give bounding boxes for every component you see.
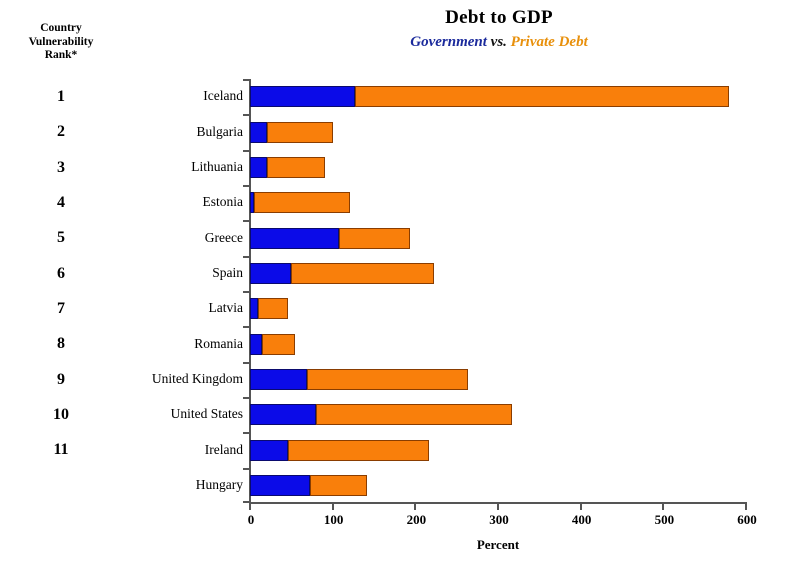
x-axis-tick <box>579 503 582 510</box>
x-axis-tick-label: 0 <box>247 512 255 527</box>
category-label: Iceland <box>203 88 243 104</box>
category-label: Hungary <box>195 476 243 492</box>
bar-segment-private[interactable] <box>291 262 435 284</box>
y-axis-tick <box>243 220 250 222</box>
bar-segment-private[interactable] <box>307 368 469 390</box>
category-label: Lithuania <box>191 158 243 174</box>
category-label: Spain <box>212 264 243 280</box>
page-title: Debt to GDP <box>445 7 553 28</box>
x-axis-tick <box>662 503 665 510</box>
bar-segment-private[interactable] <box>354 86 729 108</box>
y-axis-tick <box>243 256 250 258</box>
bar-segment-government[interactable] <box>250 121 267 143</box>
rank-header-line-2: Vulnerability <box>28 35 94 48</box>
rank-number: 6 <box>57 264 65 282</box>
y-axis-tick <box>243 501 250 503</box>
category-label: Ireland <box>204 441 243 457</box>
category-label-list: Iceland Bulgaria Lithuania Estonia Greece Spa… <box>55 79 243 503</box>
bar-segment-private[interactable] <box>316 404 513 426</box>
bar-segment-private[interactable] <box>258 298 289 320</box>
x-axis-tick-label: 500 <box>654 512 675 527</box>
rank-number: 4 <box>57 194 65 211</box>
y-axis-tick <box>243 326 250 328</box>
x-axis-tick <box>745 503 747 510</box>
category-label: Greece <box>204 229 243 245</box>
rank-number: 5 <box>57 229 65 247</box>
bar-segment-government[interactable] <box>250 474 311 496</box>
legend-government-label: Government <box>410 34 487 50</box>
category-label: United Kingdom <box>151 370 243 386</box>
bar-segment-private[interactable] <box>288 439 429 461</box>
bar-segment-government[interactable] <box>250 439 289 461</box>
bar-segment-government[interactable] <box>250 333 262 355</box>
y-axis-tick <box>243 468 250 470</box>
plot-area: Percent 0 100 200 300 400 500 600 <box>243 79 757 552</box>
x-axis-tick-label: 400 <box>571 512 592 527</box>
bar-segment-government[interactable] <box>250 156 268 178</box>
rank-number: 9 <box>57 370 65 388</box>
y-axis-tick <box>243 432 250 434</box>
bar-segment-government[interactable] <box>250 368 308 390</box>
bar-segment-government[interactable] <box>250 298 259 320</box>
x-axis-title: Percent <box>476 537 520 552</box>
y-axis-tick <box>243 150 250 152</box>
rank-header-line-3: Rank* <box>44 49 78 61</box>
y-axis-tick <box>243 114 250 116</box>
y-axis-tick <box>243 397 250 399</box>
rank-number: 2 <box>57 123 65 141</box>
legend-vs-label: vs. <box>490 34 507 50</box>
bar-segment-government[interactable] <box>250 262 292 284</box>
category-label: Estonia <box>202 194 244 210</box>
chart-subtitle: Government vs. Private Debt <box>250 32 748 52</box>
bar-segment-private[interactable] <box>261 333 296 355</box>
title-block: Debt to GDP Government vs. Private Debt <box>250 6 748 52</box>
y-axis-tick <box>243 79 250 81</box>
legend-private-label: Private Debt <box>510 34 588 50</box>
y-axis-line <box>249 79 251 503</box>
rank-axis-header: Country Vulnerability Rank* <box>6 22 116 63</box>
category-label: Latvia <box>208 300 243 316</box>
rank-number: 7 <box>57 300 65 317</box>
x-axis-tick-label: 100 <box>323 512 344 527</box>
bar-segment-government[interactable] <box>250 192 255 214</box>
x-axis-tick-label: 200 <box>406 512 427 527</box>
bar-segment-private[interactable] <box>310 474 368 496</box>
bar-segment-government[interactable] <box>250 86 355 108</box>
bar-segment-private[interactable] <box>254 192 351 214</box>
y-axis-tick <box>243 291 250 293</box>
category-label: Romania <box>194 335 243 351</box>
bar-segment-government[interactable] <box>250 227 340 249</box>
x-axis-tick-label: 300 <box>489 512 509 527</box>
bar-segment-government[interactable] <box>250 404 317 426</box>
rank-number: 8 <box>57 335 65 353</box>
x-axis-tick <box>331 503 334 510</box>
y-axis-tick <box>243 185 250 187</box>
bar-segment-private[interactable] <box>266 121 333 143</box>
rank-number: 11 <box>53 441 69 459</box>
category-label: United States <box>170 406 243 422</box>
x-axis-tick-label: 600 <box>737 512 757 527</box>
rank-header-line-1: Country <box>40 22 82 34</box>
x-axis-tick <box>249 503 251 510</box>
rank-number: 10 <box>53 406 69 423</box>
rank-number: 1 <box>57 88 65 105</box>
x-axis-tick <box>414 503 417 510</box>
category-label: Bulgaria <box>196 123 244 139</box>
x-axis-tick <box>497 503 499 510</box>
rank-number-list: 1 2 3 4 5 6 7 8 9 10 11 <box>6 79 116 503</box>
bar-segment-private[interactable] <box>267 156 326 178</box>
rank-number: 3 <box>57 158 65 176</box>
y-axis-tick <box>243 362 250 364</box>
bar-segment-private[interactable] <box>339 227 410 249</box>
